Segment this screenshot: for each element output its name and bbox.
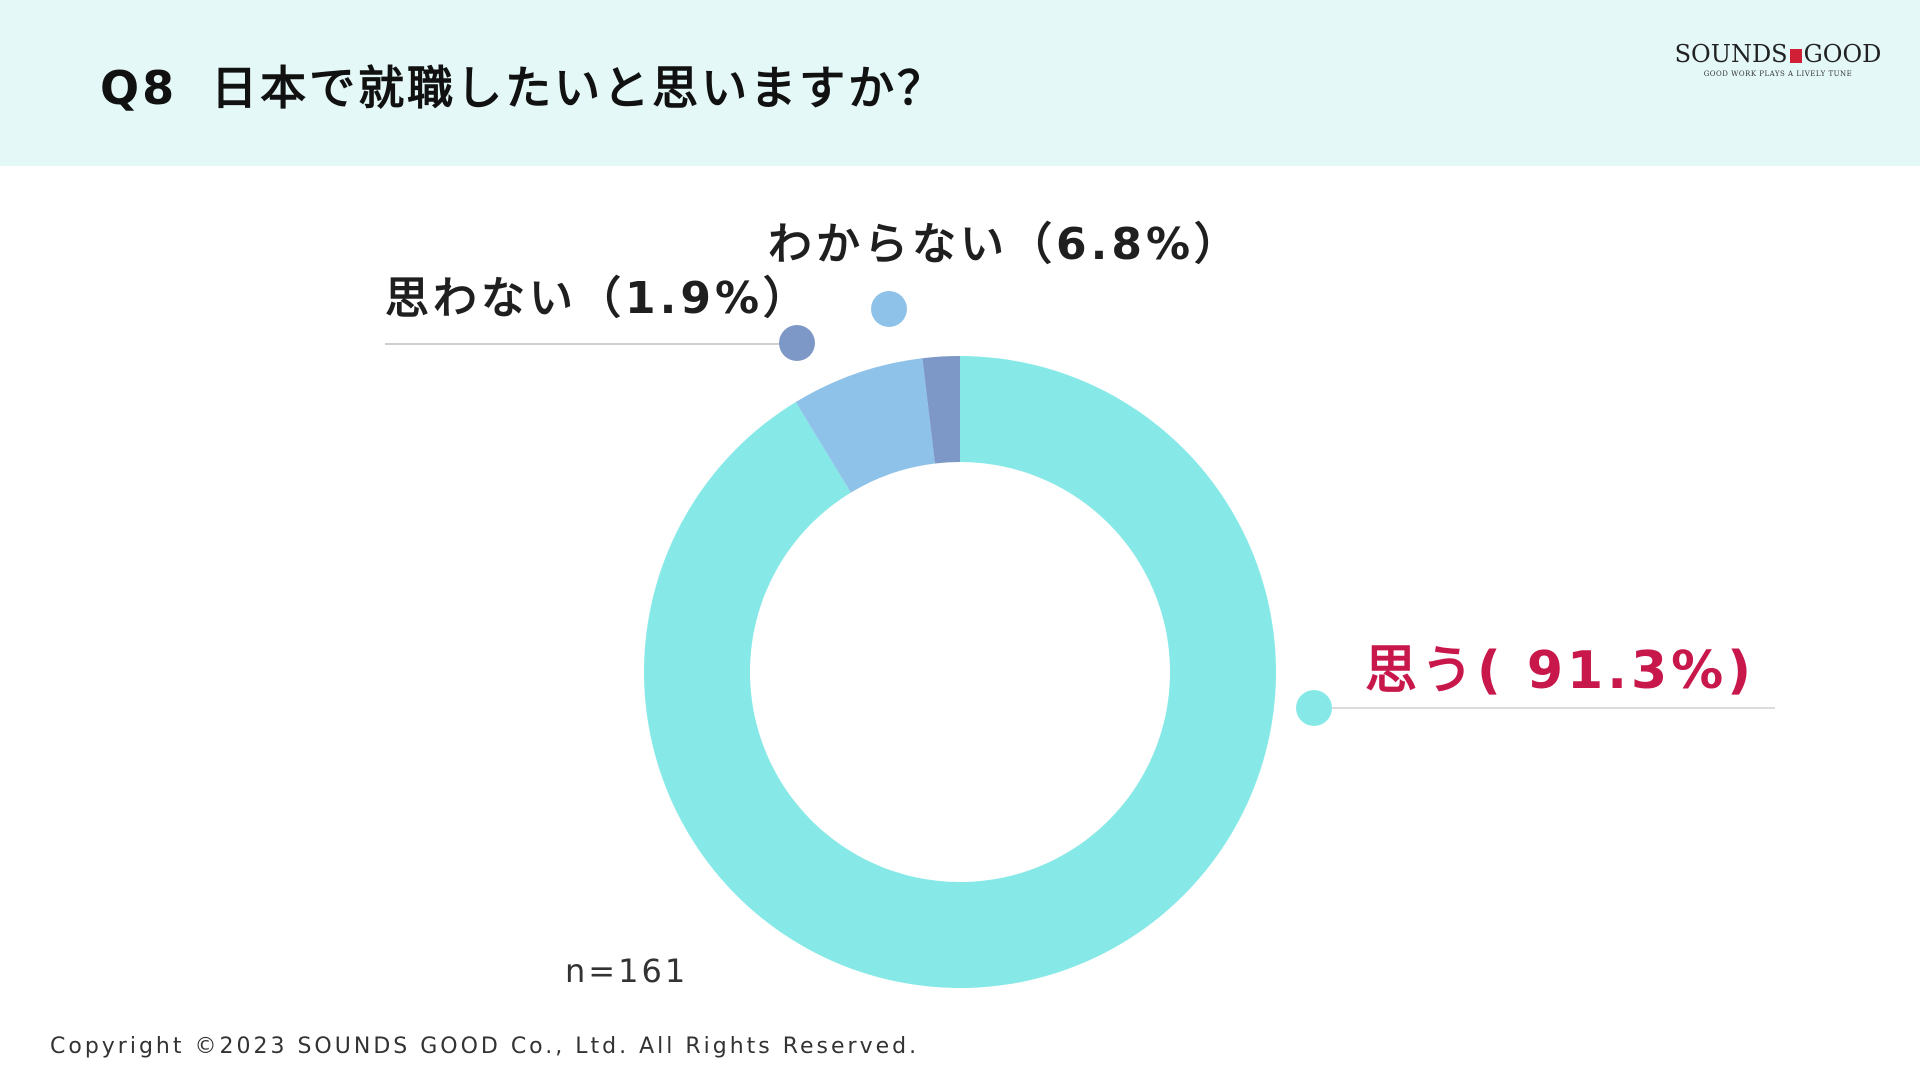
copyright-footer: Copyright ©2023 SOUNDS GOOD Co., Ltd. Al… — [50, 1034, 920, 1059]
donut-slices — [644, 356, 1276, 988]
legend-dots — [779, 291, 1332, 726]
logo-name-left: SOUNDS — [1674, 40, 1788, 68]
slice-omou — [644, 356, 1276, 988]
logo-name-right: GOOD — [1803, 40, 1882, 68]
slice-label-wakaranai: わからない（6.8%） — [768, 219, 1243, 270]
slice-wakaranai — [795, 358, 935, 493]
dot-omowanai — [779, 325, 815, 361]
company-logo: SOUNDS GOOD GOOD WORK PLAYS A LIVELY TUNE — [1668, 40, 1888, 78]
dot-wakaranai — [871, 291, 907, 327]
question-text: 日本で就職したいと思いますか？ — [211, 61, 947, 115]
slice-label-omowanai: 思わない（1.9%） — [385, 273, 812, 324]
logo-mark-icon — [1789, 49, 1802, 63]
leader-lines — [385, 343, 1775, 709]
slice-omowanai — [922, 356, 960, 464]
page-title: Q8 日本で就職したいと思いますか？ — [100, 52, 946, 118]
logo-tagline: GOOD WORK PLAYS A LIVELY TUNE — [1703, 70, 1853, 78]
header-band: Q8 日本で就職したいと思いますか？ SOUNDS GOOD GOOD WORK P… — [0, 0, 1920, 166]
dot-omou — [1296, 690, 1332, 726]
sample-size: n=161 — [565, 952, 689, 990]
logo-wordmark: SOUNDS GOOD — [1668, 40, 1888, 68]
question-number: Q8 — [100, 61, 178, 115]
slice-label-omou: 思う( 91.3%) — [1365, 641, 1756, 701]
